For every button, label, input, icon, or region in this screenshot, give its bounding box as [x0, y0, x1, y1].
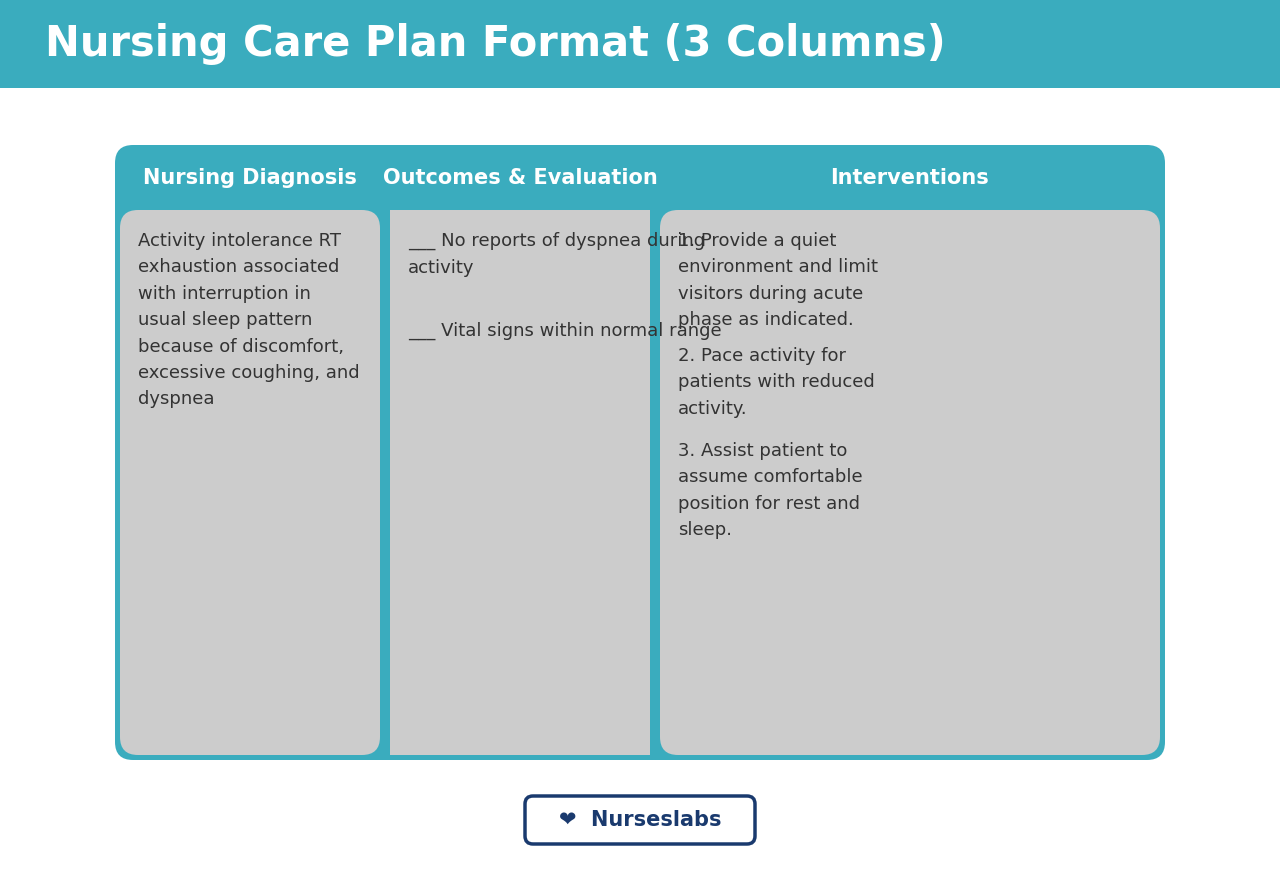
Text: Activity intolerance RT
exhaustion associated
with interruption in
usual sleep p: Activity intolerance RT exhaustion assoc… [138, 232, 360, 408]
Bar [0, 0, 1280, 88]
Text: Interventions: Interventions [831, 168, 989, 187]
Text: Outcomes & Evaluation: Outcomes & Evaluation [383, 168, 658, 187]
Text: ❤  Nurseslabs: ❤ Nurseslabs [559, 810, 721, 830]
Text: 1. Provide a quiet
environment and limit
visitors during acute
phase as indicate: 1. Provide a quiet environment and limit… [678, 232, 878, 329]
FancyBboxPatch shape [115, 145, 1165, 760]
FancyBboxPatch shape [660, 210, 1160, 755]
FancyBboxPatch shape [525, 796, 755, 844]
Text: Nursing Diagnosis: Nursing Diagnosis [143, 168, 357, 187]
Text: ___ Vital signs within normal range: ___ Vital signs within normal range [408, 322, 722, 340]
Text: Nursing Care Plan Format (3 Columns): Nursing Care Plan Format (3 Columns) [45, 23, 946, 65]
Text: ___ No reports of dyspnea during
activity: ___ No reports of dyspnea during activit… [408, 232, 705, 277]
Text: 3. Assist patient to
assume comfortable
position for rest and
sleep.: 3. Assist patient to assume comfortable … [678, 442, 863, 539]
Bar [390, 210, 650, 755]
Text: 2. Pace activity for
patients with reduced
activity.: 2. Pace activity for patients with reduc… [678, 347, 874, 417]
FancyBboxPatch shape [120, 210, 380, 755]
